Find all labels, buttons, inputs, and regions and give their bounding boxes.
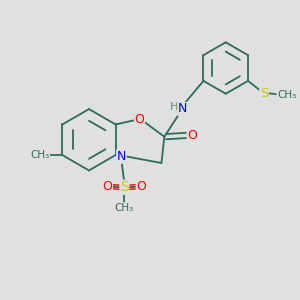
- Text: N: N: [117, 150, 126, 163]
- Text: O: O: [102, 180, 112, 193]
- Text: S: S: [120, 180, 129, 194]
- Text: CH₃: CH₃: [30, 150, 50, 160]
- Text: O: O: [136, 180, 146, 193]
- Text: S: S: [260, 87, 268, 100]
- Text: O: O: [135, 113, 145, 126]
- Text: CH₃: CH₃: [115, 203, 134, 213]
- Text: N: N: [178, 102, 188, 116]
- Text: O: O: [187, 129, 197, 142]
- Text: CH₃: CH₃: [277, 90, 296, 100]
- Text: H: H: [170, 102, 178, 112]
